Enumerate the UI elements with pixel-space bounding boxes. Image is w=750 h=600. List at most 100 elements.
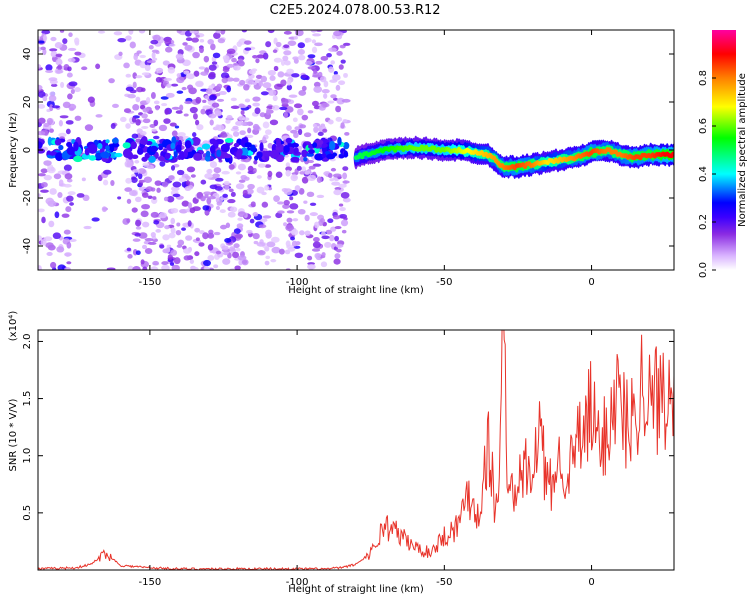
spectrogram-cell	[170, 227, 176, 234]
spectrogram-cell	[135, 118, 141, 126]
spectrogram-cell	[217, 38, 226, 44]
spectrogram-cell	[173, 257, 181, 265]
spectrogram-cell	[131, 176, 137, 180]
spectrogram-cell	[338, 203, 344, 207]
spectrogram-cell	[307, 149, 315, 154]
spectrogram-cell	[292, 218, 299, 222]
spectrogram-cell	[326, 53, 332, 58]
spectrogram-cell	[123, 62, 130, 69]
spectrogram-cell	[171, 130, 178, 137]
spectrogram-cell	[195, 34, 200, 38]
spectrogram-cell	[317, 131, 324, 137]
spectrogram-cell	[88, 155, 97, 161]
spectrogram-cell	[321, 231, 326, 237]
spectrogram-cell	[159, 244, 165, 249]
spectrogram-cell	[141, 113, 148, 119]
spectrogram-cell	[175, 144, 182, 153]
spectrogram-cell	[195, 96, 202, 104]
spectrogram-cell	[158, 145, 163, 151]
x-tick-label: -150	[139, 577, 162, 588]
spectrogram-cell	[311, 46, 318, 54]
spectrogram-cell	[296, 165, 302, 171]
spectrogram-cell	[326, 153, 336, 160]
spectrogram-cell	[275, 138, 281, 148]
spectrogram-cell	[339, 44, 346, 49]
spectrogram-cell	[240, 147, 249, 157]
spectrogram-cell	[169, 262, 175, 266]
spectrogram-cell	[69, 202, 74, 206]
spectrogram-cell	[259, 112, 266, 118]
spectrogram-cell	[189, 106, 198, 114]
spectrogram-cell	[187, 202, 192, 209]
spectrogram-cell	[312, 100, 319, 107]
chart-title: C2E5.2024.078.00.53.R12	[269, 3, 440, 18]
spectrogram-cell	[259, 142, 264, 152]
spectrogram-cell	[168, 232, 176, 239]
spectrogram-cell	[336, 97, 345, 105]
spectrogram-cell	[330, 60, 335, 65]
spectrogram-cell	[171, 83, 179, 87]
spectrogram-cell	[240, 174, 248, 180]
spectrogram-cell	[277, 210, 285, 214]
spectrogram-cell	[168, 175, 175, 180]
spectrogram-cell	[126, 218, 131, 224]
spectrogram-cell	[141, 125, 149, 129]
spectrogram-cell	[333, 31, 340, 35]
spectrogram-cell	[278, 248, 285, 255]
spectrogram-cell	[331, 181, 341, 186]
spectrogram-cell	[339, 207, 346, 212]
spectrogram-cell	[176, 30, 182, 34]
spectrogram-cell	[49, 188, 57, 195]
spectrogram-cell	[262, 136, 267, 143]
spectrogram-cell	[232, 131, 240, 137]
spectrogram-cell	[221, 245, 229, 251]
spectrogram-cell	[179, 104, 184, 112]
spectrogram-cell	[132, 72, 138, 79]
spectrogram-cell	[38, 91, 46, 98]
spectrogram-cell	[237, 211, 247, 218]
spectrogram-cell	[221, 170, 230, 175]
spectrogram-cell	[322, 128, 328, 133]
spectrogram-cell	[38, 173, 46, 177]
spectrogram-cell	[320, 261, 328, 268]
spectrogram-cell	[321, 102, 330, 108]
spectrogram-cell	[343, 150, 349, 158]
spectrogram-cell	[343, 142, 350, 150]
spectrogram-cell	[182, 222, 188, 227]
spectrogram-cell	[209, 94, 217, 101]
spectrogram-cell	[213, 167, 222, 174]
spectrogram-cell	[184, 100, 193, 105]
spectrogram-cell	[236, 150, 242, 160]
spectrogram-cell	[272, 95, 278, 102]
spectrogram-cell	[294, 126, 300, 131]
spectrogram-cell	[62, 101, 71, 109]
spectrogram-cell	[293, 147, 299, 155]
spectrogram-cell	[312, 241, 321, 249]
spectrogram-cell	[76, 193, 85, 198]
spectrogram-cell	[310, 30, 317, 33]
spectrogram-cell	[237, 255, 247, 261]
spectrogram-cell	[74, 40, 80, 46]
spectrogram-cell	[247, 127, 252, 134]
spectrogram-cell	[45, 64, 53, 72]
spectrogram-cell	[118, 51, 123, 57]
spectrogram-cell	[340, 122, 345, 129]
spectrogram-cell	[267, 89, 277, 96]
spectrogram-cell	[218, 91, 227, 96]
spectrogram-cell	[43, 122, 50, 128]
spectrogram-cell	[55, 152, 64, 162]
spectrogram-cell	[315, 60, 323, 65]
spectrogram-cell	[254, 107, 261, 115]
spectrogram-xlabel: Height of straight line (km)	[288, 285, 424, 296]
spectrogram-cell	[214, 110, 223, 117]
spectrogram-cell	[97, 174, 103, 182]
spectrogram-cell	[132, 266, 141, 270]
spectrogram-cell	[328, 47, 337, 52]
spectrogram-cell	[216, 201, 223, 206]
spectrogram-cell	[105, 145, 110, 151]
spectrogram-cell	[67, 191, 76, 196]
spectrogram-cell	[124, 108, 132, 114]
spectrogram-cell	[50, 261, 57, 269]
snr-ticks: -150 -100 -50 0 0.5 1.0 1.5 2.0	[22, 330, 674, 588]
spectrogram-cell	[87, 143, 98, 154]
